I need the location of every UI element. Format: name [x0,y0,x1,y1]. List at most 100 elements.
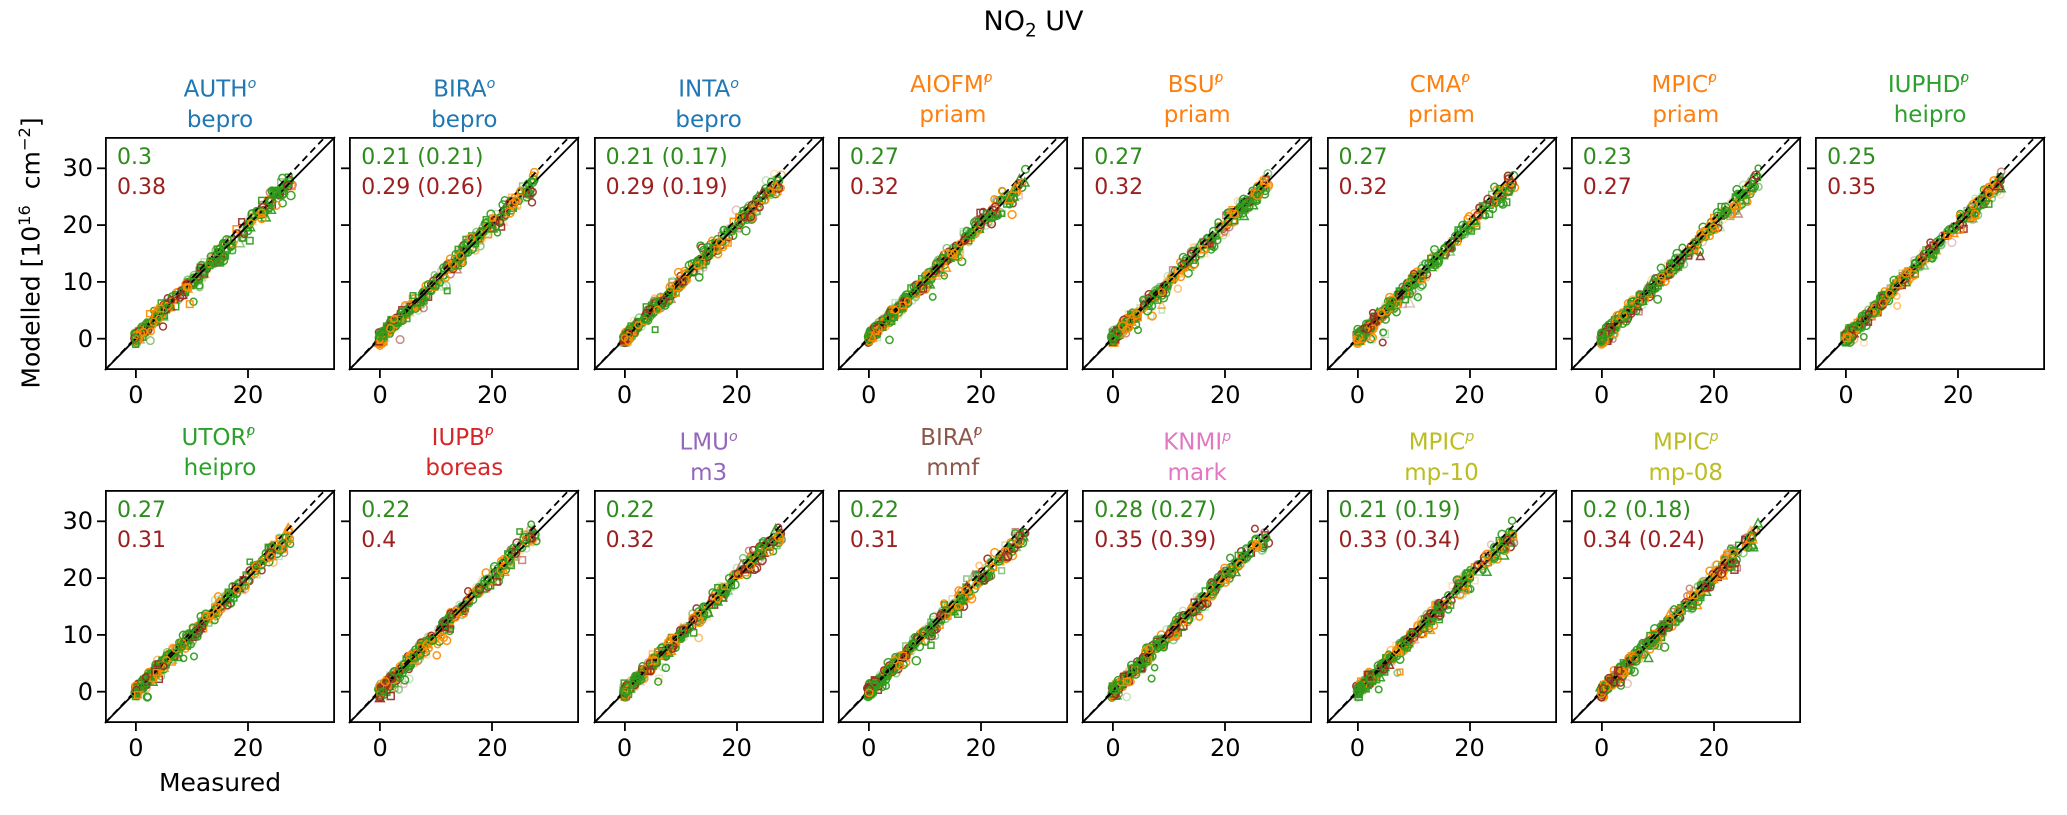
x-tick-label: 0 [861,381,877,409]
axis-ticks [97,167,249,378]
identity-line [1814,136,2046,371]
stat-top: 0.21 (0.17) [605,145,728,170]
x-tick-label: 0 [1838,381,1854,409]
stat-bottom: 0.29 (0.26) [361,175,484,200]
scatter-panel-knmi-mark: 0.28 (0.27) 0.35 (0.39) [1074,489,1313,731]
scatter-points-top [1596,170,1762,349]
panel-institution: IUPB o l [431,423,494,451]
x-tick-label: 20 [721,734,752,762]
panel-algorithm: priam [919,102,987,128]
fit-line-dashed [104,136,326,371]
scatter-panel-bira-bepro: 0.21 (0.21) 0.29 (0.26) [341,136,580,378]
axis-ticks [1562,167,1715,378]
scatter-panel-iupb-boreas: 0.22 0.4 [341,489,580,731]
panel-algorithm: mp-10 [1404,459,1479,486]
x-tick-label: 0 [616,381,633,409]
scatter-points-top [1842,178,2005,347]
scatter-points-top [1107,176,1269,345]
y-tick-label: 0 [77,677,93,706]
panel-algorithm: boreas [425,455,504,481]
panel-algorithm: mmf [926,455,980,481]
panel-title-inta-bepro: INTAo bepro [554,69,864,135]
panel-algorithm: mp-08 [1648,459,1724,486]
stat-bottom: 0.31 [849,528,899,553]
panel-institution: UTOR o l [181,423,256,451]
stat-top: 0.22 [361,498,411,523]
x-tick-label: 0 [1594,734,1610,762]
axis-ticks [585,520,738,731]
panel-title-aiofm-priam: AIOFM o l priam [798,69,1108,130]
stat-bottom: 0.38 [117,175,166,200]
x-tick-label: 20 [232,381,264,409]
y-tick-label: 0 [77,324,93,353]
scatter-panel-cma-priam: 0.27 0.32 [1318,136,1558,378]
panel-institution: KNMIp [1163,429,1232,456]
panel-institution: IUPHD o l [1887,70,1970,98]
panel-title-utor-heipro: UTOR o l heipro [65,422,375,483]
x-tick-label: 20 [232,734,264,762]
fit-line-dashed [1570,489,1792,724]
panel-title-bira-mmf: BIRA o l mmf [798,422,1108,483]
panel-institution: MPICp [1652,429,1719,456]
x-tick-label: 20 [1698,381,1730,409]
stat-bottom: 0.33 (0.34) [1338,528,1461,553]
plot-frame [104,136,335,370]
fit-line-dashed [348,136,571,371]
panel-title-knmi-mark: KNMIp mark [1042,422,1352,488]
panel-title-mpic-priam: MPIC o l priam [1531,69,1841,130]
scatter-panel-iuphd-heipro: 0.25 0.35 [1807,136,2046,378]
panel-institution: CMA o l [1409,70,1471,98]
fit-line-dashed [592,489,815,724]
stat-top: 0.2 (0.18) [1582,498,1691,523]
scatter-points-top [864,176,1031,343]
panel-title-iupb-boreas: IUPB o l boreas [309,422,619,483]
plot-frame [1815,136,2046,370]
plot-frame [837,489,1068,723]
panel-title-auth-bepro: AUTHo bepro [65,69,375,135]
scatter-plot [341,489,580,731]
axis-ticks [585,167,738,378]
plot-frame [349,136,580,370]
scatter-panel-mpic-priam: 0.23 0.27 [1562,136,1802,378]
fit-line-dashed [1081,489,1303,724]
plot-frame [593,489,824,723]
fit-line-dashed [837,136,1059,371]
panel-title-bira-bepro: BIRAo bepro [309,69,619,135]
scatter-points-top [1352,178,1517,345]
plot-frame [593,136,824,370]
panel-institution: BIRAo [433,76,496,103]
x-tick-label: 0 [1105,734,1121,762]
panel-stats-lmu-m3: 0.22 0.32 [606,496,655,556]
scatter-plot [97,136,336,378]
stat-top: 0.23 [1582,145,1632,170]
x-tick-label: 0 [372,734,388,762]
stat-bottom: 0.29 (0.19) [605,175,728,200]
stat-top: 0.3 [117,145,152,170]
x-tick-label: 20 [477,734,508,762]
scatter-points-top [1596,530,1759,699]
stat-top: 0.27 [117,498,166,523]
panel-title-lmu-m3: LMUo m3 [554,422,864,488]
y-tick-label: 30 [62,154,93,183]
x-tick-label: 0 [616,734,633,762]
x-tick-label: 0 [1349,734,1365,762]
panel-algorithm: heipro [1893,102,1967,128]
axis-ticks [1562,520,1715,731]
panel-algorithm: bepro [186,106,254,133]
stat-top: 0.22 [605,498,655,523]
y-tick-label: 20 [62,211,93,240]
axis-ticks [1318,520,1471,731]
x-tick-label: 20 [721,381,752,409]
scatter-plot [1807,136,2046,378]
axis-ticks [1074,167,1227,378]
y-tick-label: 30 [62,507,93,536]
panel-title-bsu-priam: BSU o l priam [1042,69,1352,130]
x-tick-label: 0 [128,734,144,762]
x-tick-label: 0 [1349,381,1365,409]
axis-ticks [1807,167,1959,378]
panel-institution: BSU o l [1167,70,1224,98]
panel-stats-iupb-boreas: 0.22 0.4 [361,496,410,556]
stat-top: 0.27 [849,145,899,170]
panel-stats-aiofm-priam: 0.27 0.32 [850,143,899,203]
fit-line-dashed [1325,489,1548,724]
